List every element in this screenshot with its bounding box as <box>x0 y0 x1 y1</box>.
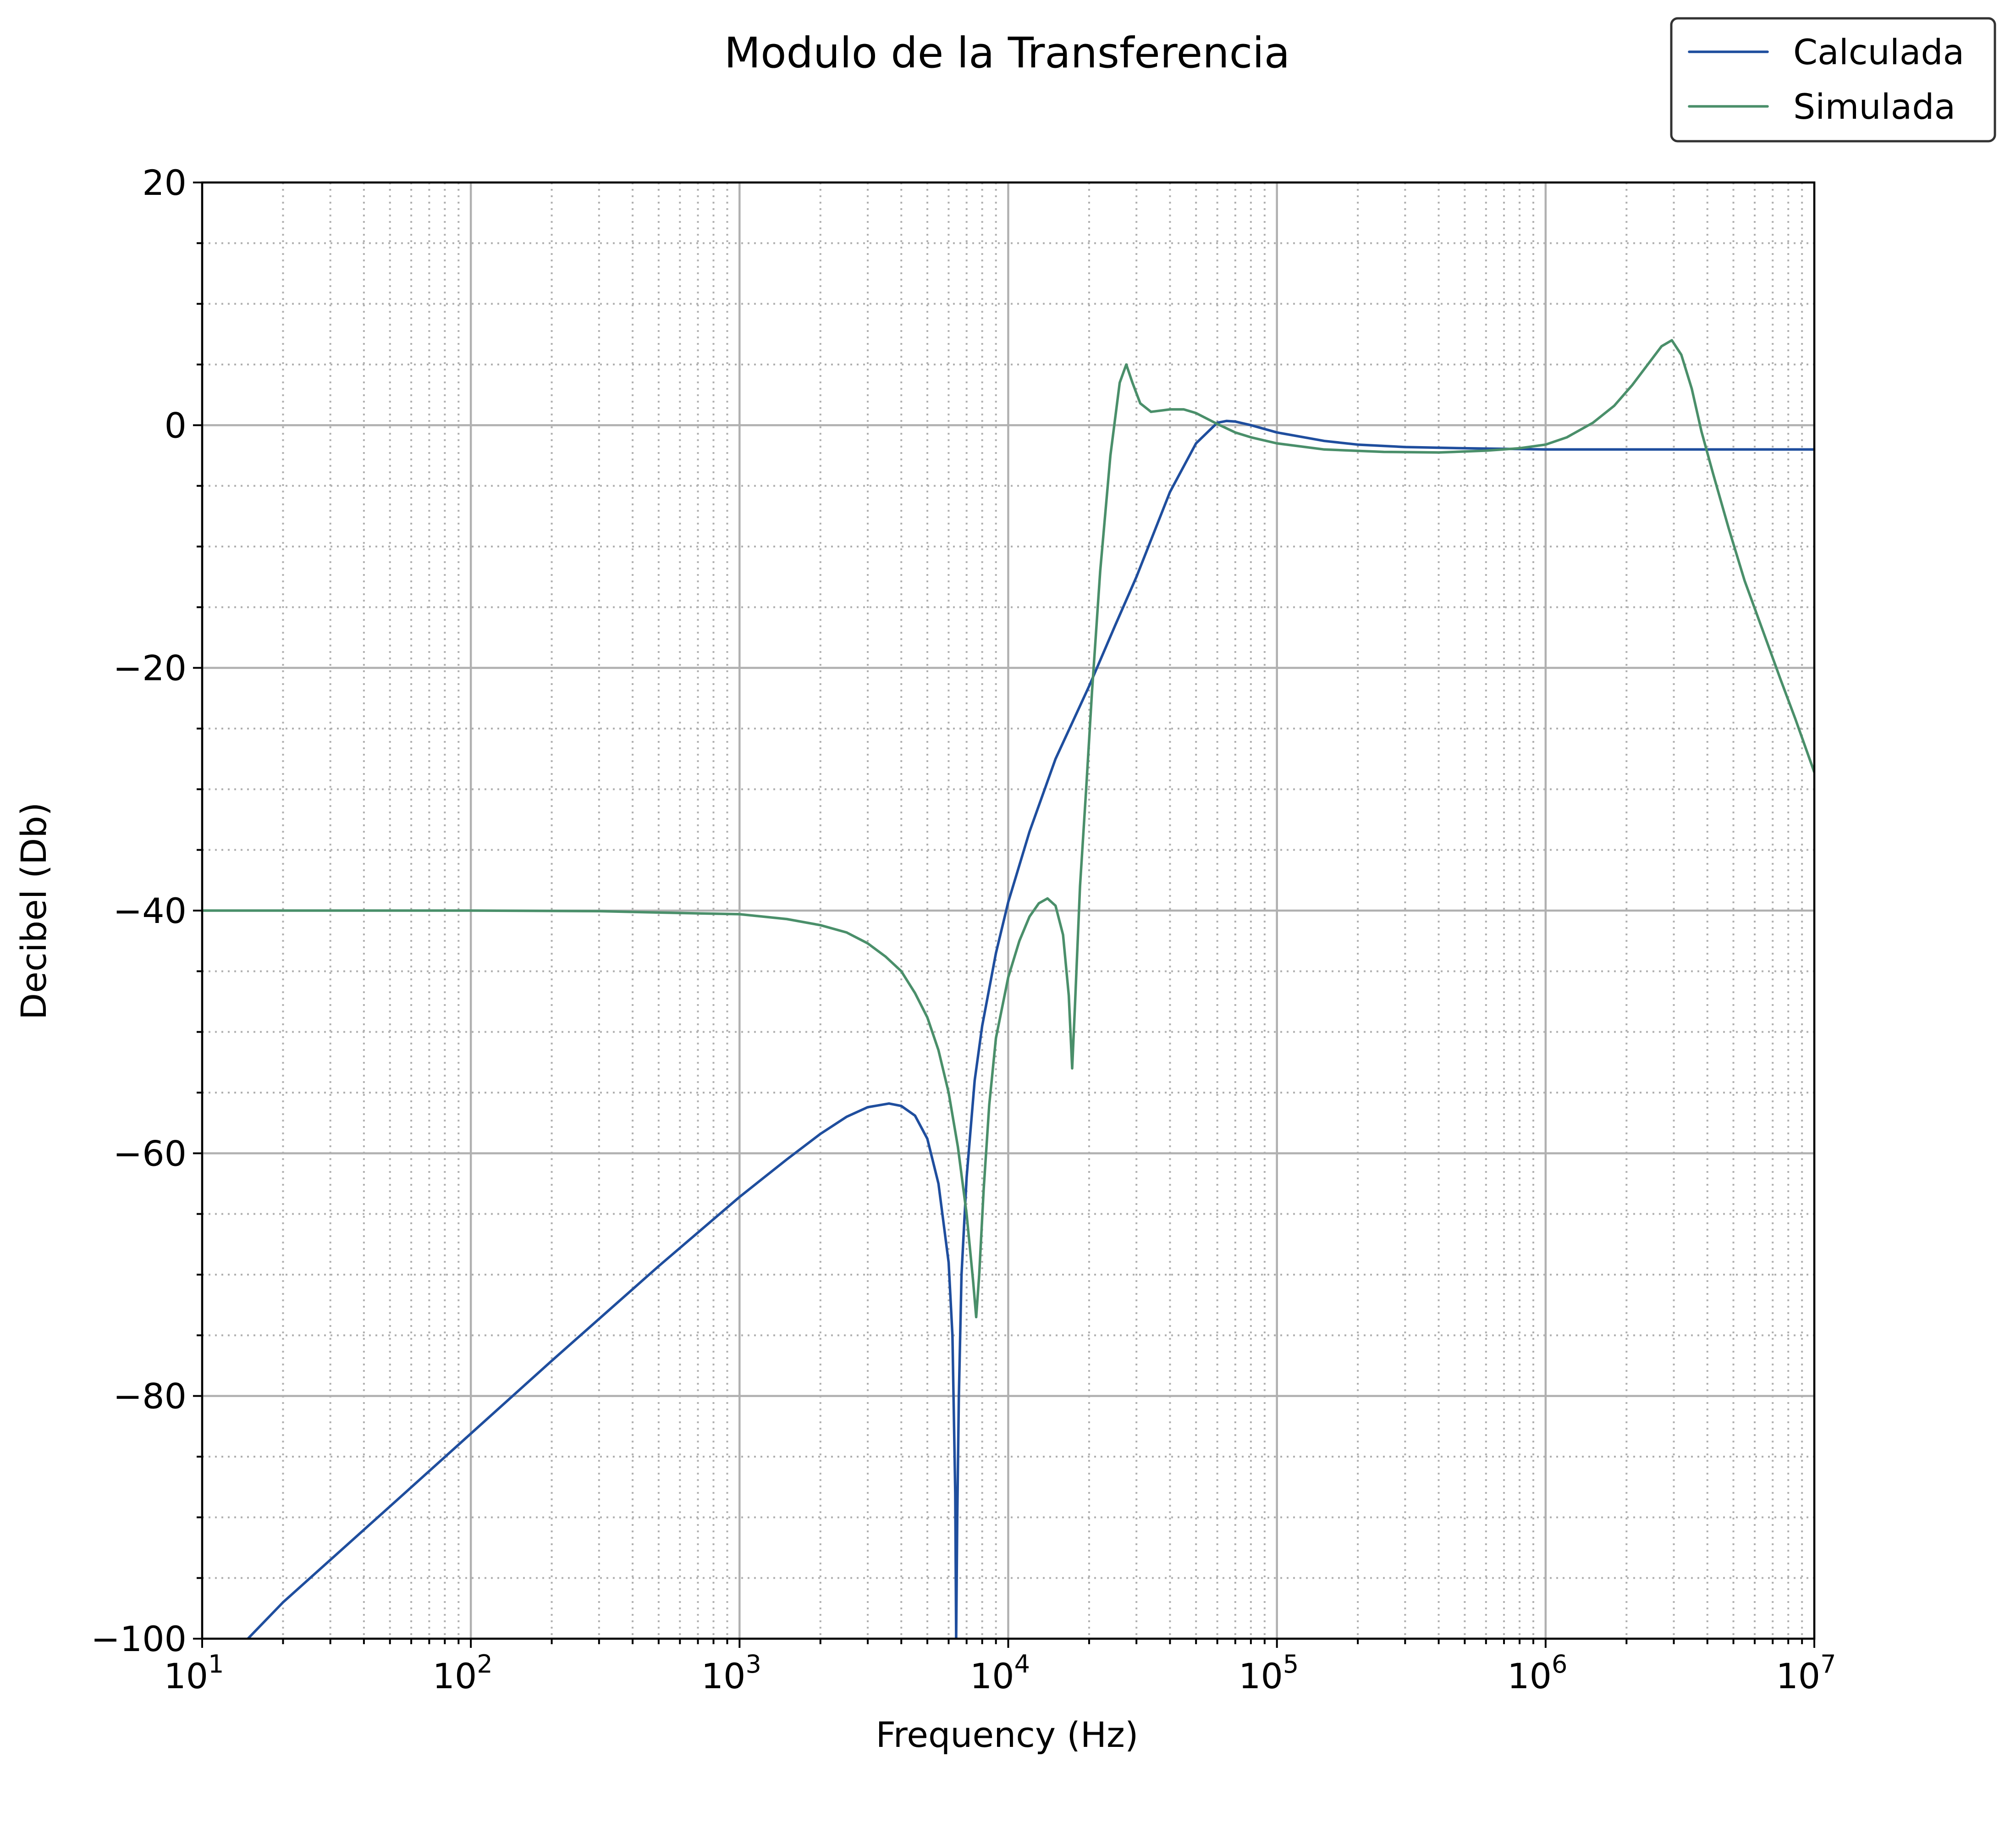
x-tick-label-exponent: 1 <box>208 1650 224 1679</box>
x-tick-label: 102 <box>433 1650 493 1696</box>
x-tick-label-base: 10 <box>1507 1656 1552 1696</box>
grid-layer <box>201 181 1816 1640</box>
y-tick-label: 0 <box>165 405 187 446</box>
x-tick-label: 101 <box>164 1650 224 1696</box>
series-line-calculada <box>246 420 1814 1639</box>
legend-label-calculada: Calculada <box>1793 32 1964 72</box>
y-tick-label: −60 <box>113 1133 187 1174</box>
y-tick-label: −40 <box>113 890 187 931</box>
y-tick-label: −100 <box>91 1619 187 1659</box>
x-tick-label: 103 <box>701 1650 761 1696</box>
x-tick-label-base: 10 <box>970 1656 1014 1696</box>
series-line-simulada <box>202 339 1814 1319</box>
legend-box <box>1670 17 1996 143</box>
x-tick-label-exponent: 2 <box>477 1650 492 1679</box>
x-tick-label-exponent: 4 <box>1014 1650 1030 1679</box>
x-tick-label-exponent: 3 <box>746 1650 761 1679</box>
x-tick-label: 106 <box>1507 1650 1567 1696</box>
y-tick-label: 20 <box>142 162 187 203</box>
x-tick-label-base: 10 <box>1239 1656 1283 1696</box>
legend-label-simulada: Simulada <box>1793 86 1955 127</box>
legend: Calculada Simulada <box>1670 17 1996 143</box>
x-axis-label: Frequency (Hz) <box>876 1714 1138 1755</box>
x-tick-label-base: 10 <box>164 1656 208 1696</box>
x-tick-label-exponent: 6 <box>1552 1650 1567 1679</box>
y-tick-label: −80 <box>113 1376 187 1417</box>
x-tick-label-exponent: 5 <box>1283 1650 1299 1679</box>
x-tick-label-base: 10 <box>433 1656 477 1696</box>
x-tick-label-base: 10 <box>701 1656 746 1696</box>
x-tick-label-exponent: 7 <box>1820 1650 1836 1679</box>
x-tick-label: 107 <box>1776 1650 1836 1696</box>
y-axis-label: Decibel (Db) <box>13 802 54 1020</box>
y-tick-label: −20 <box>113 648 187 689</box>
x-tick-label: 104 <box>970 1650 1030 1696</box>
x-tick-label: 105 <box>1239 1650 1299 1696</box>
chart-title: Modulo de la Transferencia <box>724 28 1290 77</box>
series-layer <box>202 339 1814 1639</box>
x-tick-label-base: 10 <box>1776 1656 1820 1696</box>
